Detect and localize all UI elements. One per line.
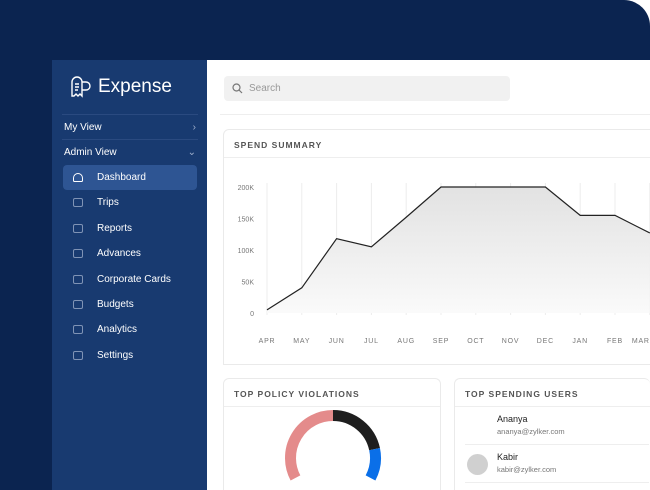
area-fill xyxy=(267,187,650,313)
card-title: TOP POLICY VIOLATIONS xyxy=(224,379,440,407)
card-title: SPEND SUMMARY xyxy=(224,130,650,158)
search-placeholder: Search xyxy=(249,83,281,94)
gear-icon xyxy=(73,350,83,360)
card-title: TOP SPENDING USERS xyxy=(455,379,650,407)
divider xyxy=(220,114,650,115)
sidebar-item-label: Analytics xyxy=(97,324,138,336)
sidebar-item-label: Advances xyxy=(97,248,141,260)
app-window: Expense My View › Admin View ⌄ Dashboard Tr… xyxy=(52,60,650,490)
sidebar-item-label: Settings xyxy=(97,349,134,361)
policy-violations-card: TOP POLICY VIOLATIONS xyxy=(223,378,441,490)
user-name: Ananya xyxy=(497,414,528,424)
sidebar-item-label: Reports xyxy=(97,222,133,234)
sidebar-item-dashboard[interactable]: Dashboard xyxy=(63,165,197,190)
sidebar-item-analytics[interactable]: Analytics xyxy=(63,317,197,342)
y-tick-label: 50K xyxy=(242,280,255,287)
budget-icon xyxy=(73,300,83,309)
x-tick-label: APR xyxy=(259,338,276,345)
search-icon xyxy=(232,83,243,94)
donut-segment[interactable] xyxy=(365,448,381,481)
card-icon xyxy=(73,274,83,284)
x-tick-label: JAN xyxy=(572,338,588,345)
sidebar-item-budgets[interactable]: Budgets xyxy=(63,292,197,317)
user-name: Kabir xyxy=(497,452,519,462)
section-label: My View xyxy=(64,121,102,133)
sidebar: Expense My View › Admin View ⌄ Dashboard Tr… xyxy=(52,60,207,490)
sidebar-item-label: Budgets xyxy=(97,299,134,310)
y-tick-label: 200K xyxy=(238,185,255,192)
x-tick-label: AUG xyxy=(397,338,415,345)
sidebar-item-corporate-cards[interactable]: Corporate Cards xyxy=(63,267,197,292)
section-admin-view[interactable]: Admin View ⌄ xyxy=(62,139,198,164)
gauge-icon xyxy=(73,173,83,182)
sidebar-item-label: Corporate Cards xyxy=(97,273,171,285)
receipt-icon xyxy=(71,76,91,98)
app-logo[interactable]: Expense xyxy=(68,76,172,98)
sidebar-item-trips[interactable]: Trips xyxy=(63,190,197,215)
chart-icon xyxy=(73,325,83,335)
x-tick-label: OCT xyxy=(467,338,484,345)
x-tick-label: MAR xyxy=(632,338,650,345)
sidebar-item-settings[interactable]: Settings xyxy=(63,343,197,368)
search-input[interactable]: Search xyxy=(224,76,510,101)
sidebar-item-label: Dashboard xyxy=(97,172,146,183)
x-tick-label: NOV xyxy=(502,338,520,345)
user-email: kabir@zylker.com xyxy=(497,465,557,474)
section-my-view[interactable]: My View › xyxy=(62,114,198,139)
section-label: Admin View xyxy=(64,146,117,158)
folder-icon xyxy=(73,223,83,233)
y-tick-label: 100K xyxy=(238,248,255,255)
chevron-down-icon: ⌄ xyxy=(187,146,196,158)
spend-summary-card: SPEND SUMMARY APR MAY JUN JUL AUG SEP OCT NOV DE… xyxy=(223,129,650,365)
sidebar-item-reports[interactable]: Reports xyxy=(63,216,197,241)
y-tick-label: 0 xyxy=(250,311,254,318)
sidebar-item-label: Trips xyxy=(97,197,119,209)
y-tick-label: 150K xyxy=(238,217,255,224)
donut-segment[interactable] xyxy=(332,410,380,451)
spending-users-card: TOP SPENDING USERS Ananya ananya@zylker.… xyxy=(454,378,650,490)
sidebar-item-advances[interactable]: Advances xyxy=(63,241,197,266)
donut-segment[interactable] xyxy=(285,410,334,481)
user-email: ananya@zylker.com xyxy=(497,427,565,436)
user-row[interactable]: Ananya ananya@zylker.com xyxy=(465,408,649,445)
violations-donut xyxy=(285,410,381,481)
x-tick-label: SEP xyxy=(433,338,449,345)
x-tick-label: JUL xyxy=(364,338,379,345)
x-tick-label: JUN xyxy=(329,338,345,345)
app-name: Expense xyxy=(98,76,172,97)
spend-chart: APR MAY JUN JUL AUG SEP OCT NOV DEC JAN FEB MAR 0 50K… xyxy=(238,183,650,345)
user-row[interactable]: Kabir kabir@zylker.com xyxy=(465,446,649,483)
series-line xyxy=(266,186,650,311)
briefcase-icon xyxy=(73,198,83,208)
avatar xyxy=(467,454,488,475)
x-tick-label: DEC xyxy=(537,338,554,345)
wallet-icon xyxy=(73,249,83,259)
x-tick-label: FEB xyxy=(607,338,623,345)
x-tick-label: MAY xyxy=(293,338,310,345)
chevron-right-icon: › xyxy=(192,121,196,133)
